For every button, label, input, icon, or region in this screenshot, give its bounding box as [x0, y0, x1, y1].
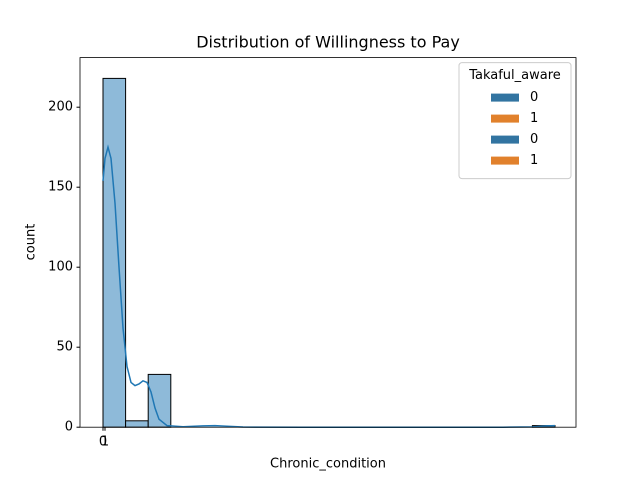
legend-label: 0 [530, 132, 538, 147]
legend-label: 1 [530, 153, 538, 168]
legend-title: Takaful_aware [468, 68, 561, 83]
x-tick-label: 1 [101, 435, 109, 450]
x-tick-label: 0 [99, 435, 107, 450]
legend-swatch [491, 93, 519, 102]
legend-swatch [491, 114, 519, 123]
plot-frame [79, 57, 577, 428]
bar [102, 77, 127, 428]
legend-label: 0 [530, 90, 538, 105]
y-tick-label: 0 [65, 420, 73, 435]
chart-title: Distribution of Willingness to Pay [196, 33, 460, 52]
bar [125, 420, 149, 428]
legend-swatch [491, 156, 519, 165]
y-tick-label: 200 [48, 100, 73, 115]
y-tick-label: 150 [48, 180, 73, 195]
y-axis-label: count [24, 224, 39, 261]
y-tick-label: 100 [48, 260, 73, 275]
x-axis-label: Chronic_condition [270, 457, 386, 472]
legend-swatch [491, 135, 519, 144]
y-tick-label: 50 [56, 340, 73, 355]
legend-label: 1 [530, 111, 538, 126]
